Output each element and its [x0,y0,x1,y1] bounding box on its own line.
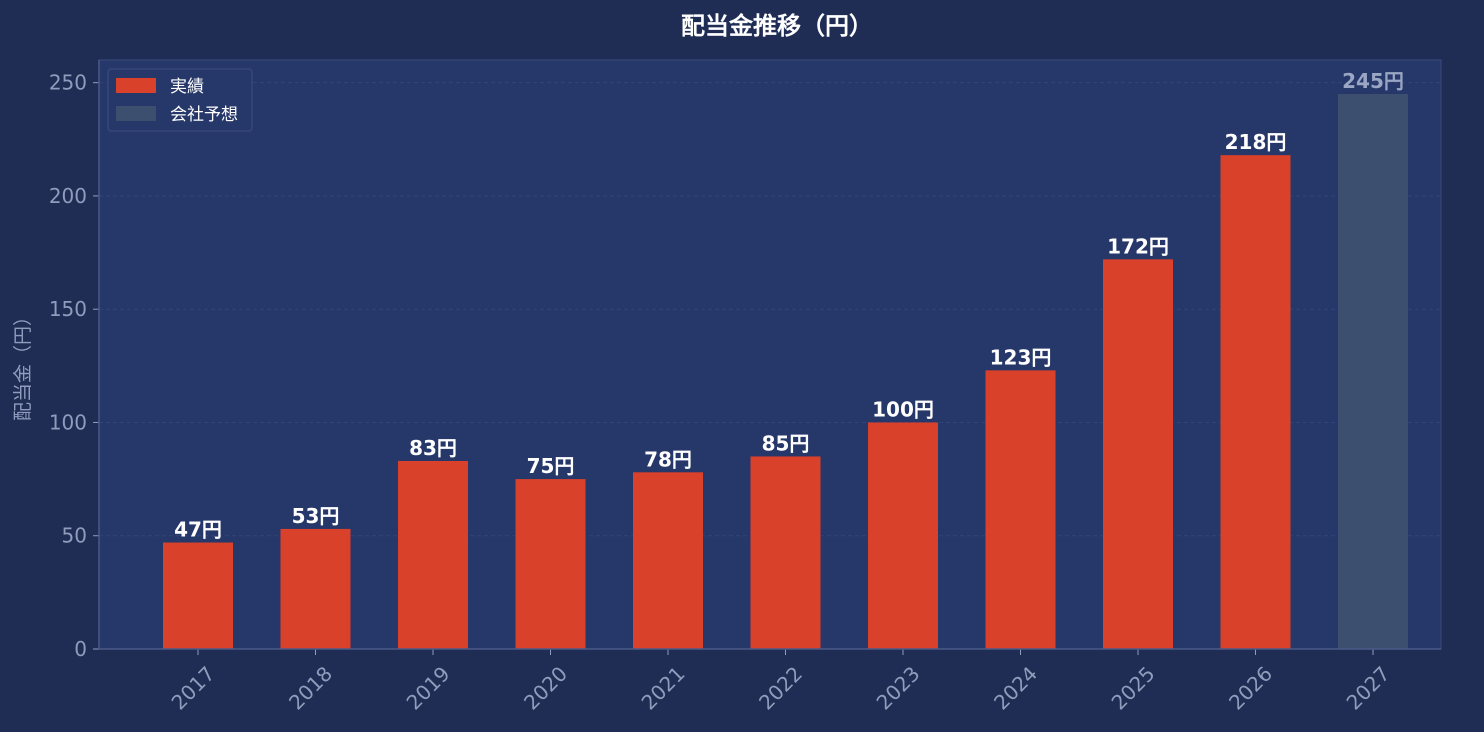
bar-2017 [163,542,233,649]
x-tick-label: 2024 [989,662,1042,715]
bar-value-label: 75円 [527,454,575,478]
y-tick-label: 250 [49,71,87,95]
y-tick-label: 200 [49,184,87,208]
x-axis-ticks: 2017 2018 2019 2020 2021 2022 2023 2024 2025 2026… [99,648,1441,715]
x-tick-label: 2022 [754,662,807,715]
bar-value-label: 172円 [1107,234,1169,258]
x-tick-label: 2017 [167,662,220,715]
bar-value-label: 85円 [762,431,810,455]
legend-swatch-actual [116,78,156,93]
bar-2024 [985,370,1056,649]
x-tick-label: 2025 [1107,662,1160,715]
x-tick-label: 2019 [402,662,455,715]
bar-value-label: 53円 [292,504,340,528]
legend-swatch-forecast [116,106,156,121]
bar-value-label: 100円 [872,397,934,421]
bar-value-label: 47円 [174,518,222,542]
x-tick-label: 2027 [1342,662,1395,715]
bar-value-label: 218円 [1225,130,1287,154]
chart-title: 配当金推移（円） [681,12,873,40]
bar-2019 [398,460,468,649]
x-tick-label: 2021 [637,662,690,715]
x-tick-label: 2020 [519,662,572,715]
bar-2021 [633,472,703,649]
bar-2020 [515,479,586,649]
legend-label-actual: 実績 [170,77,204,97]
bar-value-label: 78円 [644,447,692,471]
bar-2026 [1220,155,1291,649]
bar-value-label: 245円 [1342,69,1404,93]
y-axis-label: 配当金（円） [12,307,34,421]
x-tick-label: 2023 [872,662,925,715]
x-tick-label: 2018 [284,662,337,715]
legend-label-forecast: 会社予想 [170,105,238,125]
x-tick-label: 2026 [1224,662,1277,715]
y-tick-label: 50 [62,524,87,548]
y-axis-ticks: 0 50 100 150 200 250 [49,60,100,661]
y-tick-label: 150 [49,297,87,321]
bars: 47円 53円 83円 75円 78円 85円 100円 123円 172円 218円 245円 [163,69,1408,649]
bar-2022 [750,456,821,649]
bar-2023 [868,422,938,649]
bar-value-label: 83円 [409,436,457,460]
bar-2025 [1103,259,1173,649]
legend: 実績 会社予想 [107,68,253,132]
y-tick-label: 0 [74,637,87,661]
bar-2018 [280,528,351,649]
bar-2027 [1338,93,1408,649]
y-tick-label: 100 [49,410,87,434]
bar-value-label: 123円 [990,345,1052,369]
